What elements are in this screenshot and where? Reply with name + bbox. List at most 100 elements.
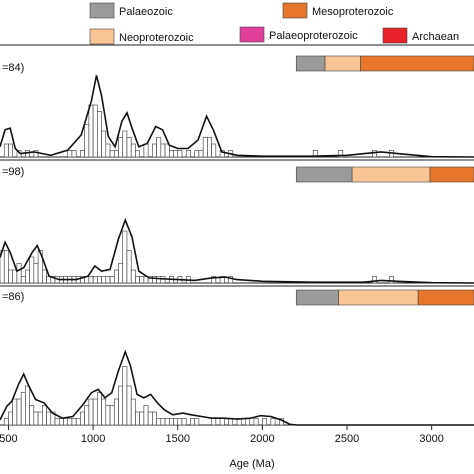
histogram-bar — [122, 130, 128, 158]
legend-swatch — [89, 28, 115, 45]
histogram-bar — [12, 269, 18, 284]
legend-swatch — [89, 2, 115, 19]
histogram-bar — [118, 385, 124, 426]
panel-sample-label: =84) — [2, 62, 24, 74]
histogram-bar — [312, 150, 318, 158]
histogram-bar — [3, 143, 9, 158]
histogram-bar — [177, 418, 183, 426]
histogram-bar — [92, 398, 98, 426]
histogram-bar — [97, 392, 102, 426]
histogram-bar — [207, 137, 212, 158]
histogram-bar — [130, 143, 136, 158]
histogram-bar — [8, 143, 13, 158]
histogram-bar — [118, 137, 124, 158]
era-bar-segment-palaeozoic — [295, 55, 326, 72]
panel-3: =86) — [0, 285, 474, 426]
histogram-bar — [147, 411, 153, 426]
histogram-bar — [135, 150, 140, 158]
era-bar-segment-palaeozoic — [295, 289, 339, 306]
histogram-bar — [46, 276, 52, 284]
histogram-bar — [37, 411, 43, 426]
histogram-bar — [173, 418, 179, 426]
histogram-bar — [67, 150, 73, 158]
legend-item-neoproterozoic: Neoproterozoic — [89, 28, 194, 45]
era-bar-segment-neoproterozoic — [324, 55, 361, 72]
histogram-bar — [84, 405, 90, 426]
histogram-bar — [88, 398, 94, 426]
histogram-bar — [211, 143, 217, 158]
histogram-bar — [126, 250, 132, 284]
histogram-bar — [88, 276, 94, 284]
histogram-bar — [135, 411, 140, 426]
era-bar-segment-neoproterozoic — [351, 166, 431, 183]
histogram-bar — [202, 137, 208, 158]
legend-swatch — [282, 2, 308, 19]
histogram-bar — [181, 418, 187, 426]
histogram-bar — [109, 150, 115, 158]
histogram-bar — [113, 269, 119, 284]
panel-2: =98) — [0, 159, 474, 284]
histogram-bar — [190, 418, 195, 426]
histogram-bar — [92, 104, 98, 158]
histogram-bar — [71, 418, 77, 426]
histogram-bar — [3, 418, 9, 426]
histogram-bar — [37, 250, 43, 284]
histogram-bar — [3, 250, 9, 284]
histogram-bar — [211, 418, 217, 426]
histogram-bar — [156, 276, 162, 284]
histogram-bar — [139, 276, 145, 284]
x-tick-label: 1000 — [81, 433, 105, 445]
histogram-bar — [160, 418, 166, 426]
x-tick-label: 1500 — [166, 433, 190, 445]
histogram-bar — [80, 411, 85, 426]
panel-sample-label: =86) — [2, 291, 24, 303]
legend-label: Mesoproterozoic — [312, 6, 394, 18]
histogram-bar — [262, 418, 267, 426]
histogram-bar — [8, 269, 13, 284]
histogram-bar — [156, 137, 162, 158]
x-tick-label: 2000 — [250, 433, 274, 445]
histogram-bar — [75, 418, 81, 426]
legend-item-mesoproterozoic: Mesoproterozoic — [282, 2, 394, 19]
x-axis-label: Age (Ma) — [229, 458, 274, 470]
histogram-bar — [33, 150, 39, 158]
legend-label: Neoproterozoic — [119, 32, 194, 44]
kde-curve — [0, 217, 474, 284]
legend-swatch — [239, 26, 265, 43]
histogram-bar — [253, 418, 259, 426]
histogram-bar — [130, 398, 136, 426]
histogram-bar — [58, 418, 64, 426]
histogram-bar — [126, 385, 132, 426]
histogram-bar — [33, 263, 39, 284]
legend-item-palaeozoic: Palaeozoic — [89, 2, 173, 19]
histogram-bar — [372, 150, 377, 158]
histogram-bar — [194, 150, 200, 158]
histogram-bar — [219, 418, 225, 426]
era-bar-segment-palaeozoic — [295, 166, 353, 183]
histogram-bar — [101, 130, 107, 158]
histogram-bar — [109, 405, 115, 426]
histogram-bar — [118, 263, 124, 284]
kde-curve — [0, 349, 474, 426]
histogram-bar — [29, 256, 35, 284]
histogram-bar — [101, 398, 107, 426]
histogram-bar — [338, 150, 344, 158]
histogram-bar — [372, 276, 377, 284]
legend-item-archaean: Archaean — [382, 27, 459, 44]
panel-sample-label: =98) — [2, 166, 24, 178]
era-bar-segment-mesoproterozoic — [429, 166, 474, 183]
histogram-bar — [177, 150, 183, 158]
histogram-bar — [122, 230, 128, 284]
histogram-bar — [219, 150, 225, 158]
histogram-bar — [185, 150, 191, 158]
histogram-bar — [42, 269, 47, 284]
histogram-bar — [173, 150, 179, 158]
histogram-bar — [92, 276, 98, 284]
histogram-bar — [33, 411, 39, 426]
histogram-bar — [164, 418, 170, 426]
histogram-bar — [143, 405, 149, 426]
histogram-bar — [25, 150, 30, 158]
era-bar-segment-neoproterozoic — [338, 289, 419, 306]
histogram-bar — [63, 418, 69, 426]
histogram-bar — [139, 411, 145, 426]
